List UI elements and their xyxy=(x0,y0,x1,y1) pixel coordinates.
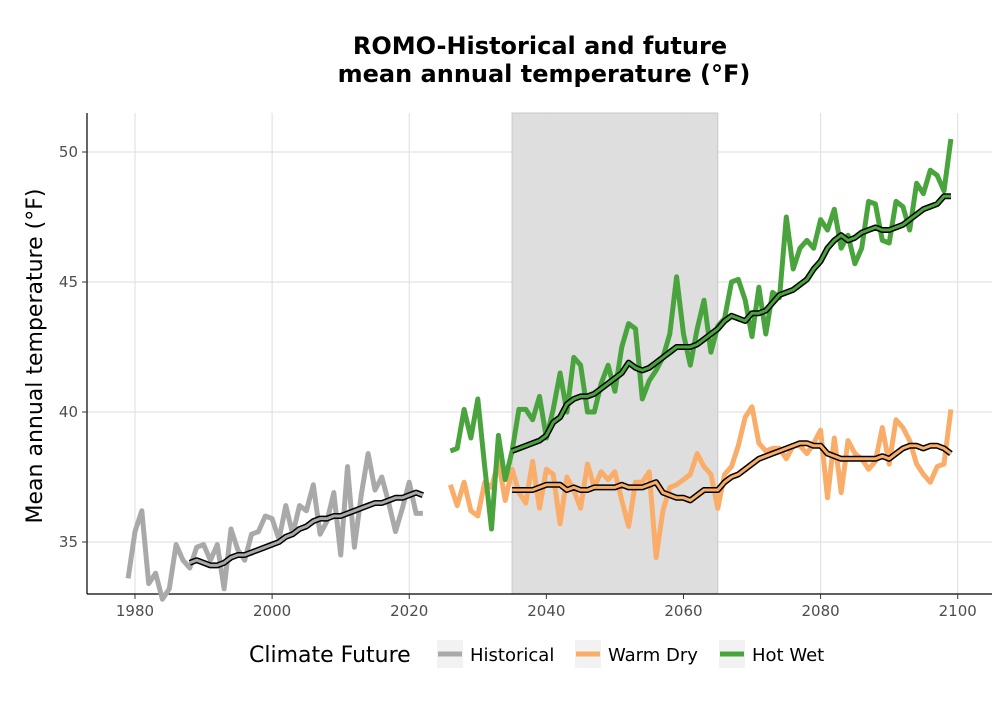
plot-area: 1980 2000 2020 2040 2060 2080 2100 35 40 45 50 xyxy=(59,112,992,620)
chart-title-line-1: ROMO-Historical and future xyxy=(353,32,727,60)
chart-title-line-2: mean annual temperature (°F) xyxy=(338,60,751,88)
series-line-warm-dry xyxy=(448,404,954,561)
y-tick-label-40: 40 xyxy=(59,403,78,421)
legend-label-hot-wet: Hot Wet xyxy=(752,645,824,666)
y-tick-label-35: 35 xyxy=(59,533,78,551)
x-tick-label-2080: 2080 xyxy=(802,602,840,620)
x-tick-label-2060: 2060 xyxy=(664,602,702,620)
legend-label-warm-dry: Warm Dry xyxy=(608,645,698,666)
trend-line-historical-trend xyxy=(189,491,424,567)
series-line-historical xyxy=(125,451,423,602)
x-tick-label-1980: 1980 xyxy=(116,602,154,620)
y-tick-label-50: 50 xyxy=(59,143,78,161)
y-tick-label-45: 45 xyxy=(59,273,78,291)
trend-line-warm-dry-trend xyxy=(512,441,952,502)
shaded-period-band xyxy=(511,112,719,595)
x-tick-label-2100: 2100 xyxy=(939,602,977,620)
legend-title: Climate Future xyxy=(249,643,411,668)
legend: Climate Future Historical Warm Dry Hot Wet xyxy=(249,640,824,668)
x-tick-label-2040: 2040 xyxy=(527,602,565,620)
x-tick-label-2020: 2020 xyxy=(390,602,428,620)
y-axis-title: Mean annual temperature (°F) xyxy=(23,189,48,524)
legend-label-historical: Historical xyxy=(470,645,554,666)
trend-line-hot-wet-trend xyxy=(511,194,951,453)
series-line-hot-wet xyxy=(449,138,954,532)
x-tick-label-2000: 2000 xyxy=(253,602,291,620)
